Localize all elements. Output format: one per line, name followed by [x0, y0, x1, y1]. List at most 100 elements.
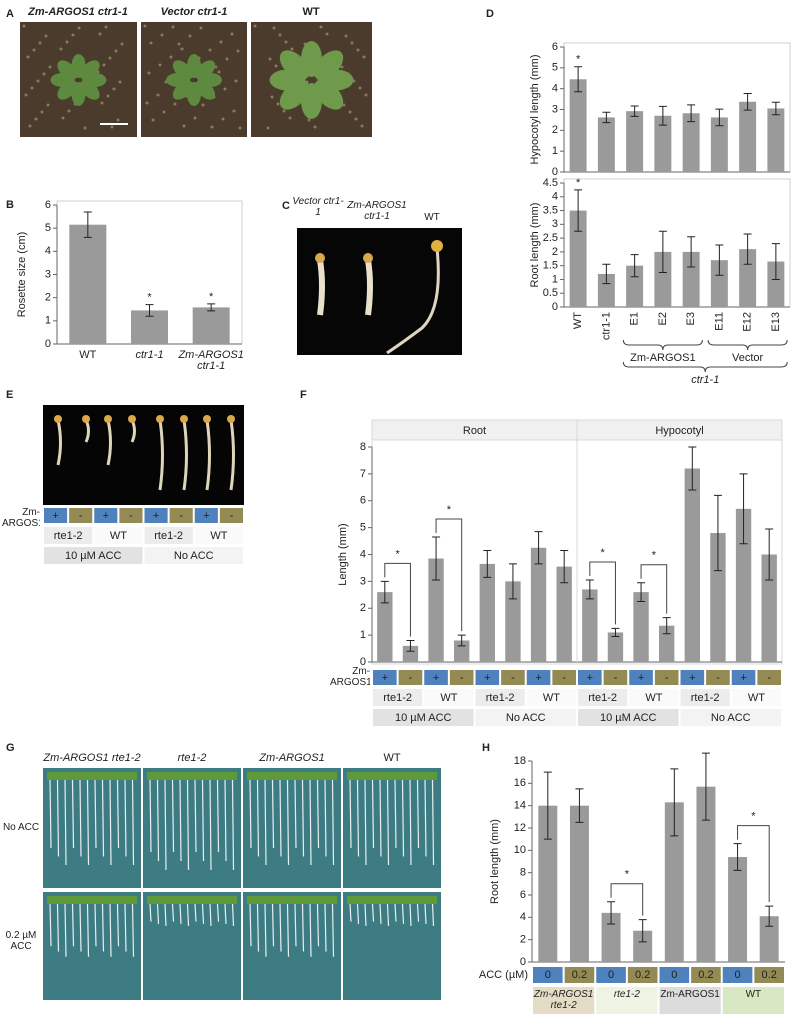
root: [324, 903, 327, 952]
soil-speck: [102, 63, 106, 67]
seedling: [229, 419, 235, 491]
group-label: Zm-ARGOS1: [660, 989, 720, 1000]
x-tick-label: 0: [545, 969, 551, 981]
soil-speck: [156, 93, 160, 97]
soil-speck: [42, 72, 46, 76]
genotype-label: WT: [543, 692, 560, 704]
y-tick-label: 4.5: [543, 177, 558, 189]
soil-speck: [272, 26, 276, 30]
plate-photo: [143, 892, 241, 1000]
genotype-cell: [731, 689, 781, 706]
cotyledon: [363, 253, 373, 263]
root: [86, 779, 90, 866]
bar: [601, 912, 621, 962]
y-axis-label: Length (mm): [337, 523, 349, 585]
root: [386, 903, 390, 927]
sign-cell: [526, 670, 551, 685]
genotype-cell: [373, 689, 423, 706]
x-tick-label: ctr1-1: [600, 312, 612, 340]
soil-speck: [98, 32, 102, 36]
soil-speck: [65, 40, 69, 44]
root: [124, 903, 127, 952]
x-tick-label: 0.2: [572, 969, 587, 981]
root: [256, 779, 260, 857]
photo-label-box: Zm-ARGOS1 ctr1-1: [347, 200, 406, 222]
soil-speck: [210, 125, 214, 129]
error-bar: [543, 771, 552, 840]
error-bar: [658, 230, 667, 274]
x-tick-label: 0.2: [762, 969, 777, 981]
error-bar: [560, 549, 569, 584]
root: [156, 903, 160, 924]
sign-label: -: [179, 510, 183, 522]
treatment-cell: [44, 547, 143, 564]
error-bar: [765, 905, 774, 927]
bar: [696, 786, 716, 962]
bar: [582, 589, 598, 662]
soil-speck: [182, 124, 186, 128]
error-bar: [483, 549, 492, 578]
soil-speck: [208, 48, 212, 52]
shoots: [147, 896, 237, 904]
group-cell: [659, 987, 721, 1014]
root: [71, 903, 75, 947]
acc-cell: [596, 967, 626, 983]
cotyledon: [315, 253, 325, 263]
photo-label: WT: [302, 6, 319, 18]
root: [49, 779, 52, 849]
sign-label: -: [562, 672, 566, 684]
genotype-label: rte1-2: [691, 692, 720, 704]
bar: [597, 117, 615, 172]
error-bar: [743, 92, 752, 111]
treatment-label: No ACC: [506, 712, 546, 724]
y-tick-label: 2: [520, 934, 526, 946]
root: [301, 903, 305, 952]
photo: [251, 22, 372, 137]
plate-photo: [343, 892, 441, 1000]
significance-label: *: [652, 550, 657, 562]
y-tick-label: 5: [360, 522, 366, 534]
sign-label: +: [382, 672, 388, 684]
root: [186, 903, 190, 927]
y-tick-label: 2: [552, 246, 558, 258]
acc-cell: [722, 967, 753, 983]
soil-speck: [214, 65, 218, 69]
error-bar: [713, 494, 722, 572]
soil-speck: [284, 40, 288, 44]
error-bar: [83, 211, 92, 238]
treatment-cell: [475, 709, 576, 726]
significance-bracket: [640, 564, 668, 614]
shoots: [247, 896, 337, 904]
row-label: Zm-ARGOS1: [330, 666, 370, 688]
group-label: rte1-2: [613, 989, 640, 1000]
root: [364, 903, 367, 927]
group-label: ctr1-1: [691, 374, 719, 386]
y-tick-label: 7: [360, 468, 366, 480]
sign-label: -: [409, 672, 413, 684]
genotype-cell: [680, 689, 730, 706]
group-bracket: [622, 361, 788, 373]
x-tick-label: ctr1-1: [135, 350, 164, 361]
root: [331, 779, 335, 866]
genotype-label: WT: [645, 692, 662, 704]
bar: [767, 261, 785, 307]
soil-speck: [24, 93, 28, 97]
soil-speck: [173, 102, 177, 106]
error-bar: [457, 634, 466, 647]
soil-speck: [188, 34, 192, 38]
soil-speck: [145, 101, 149, 105]
root: [179, 903, 182, 924]
significance-label: *: [209, 291, 214, 303]
photo: [141, 22, 247, 137]
error-bar: [658, 105, 667, 126]
y-tick-label: 10: [514, 844, 526, 856]
bar: [569, 210, 587, 307]
soil-speck: [100, 101, 104, 105]
bar: [69, 224, 107, 344]
root: [371, 903, 375, 922]
soil-speck: [83, 126, 87, 130]
genotype-cell: [629, 689, 679, 706]
y-tick-label: 5: [45, 222, 51, 234]
sign-cell: [219, 508, 243, 523]
